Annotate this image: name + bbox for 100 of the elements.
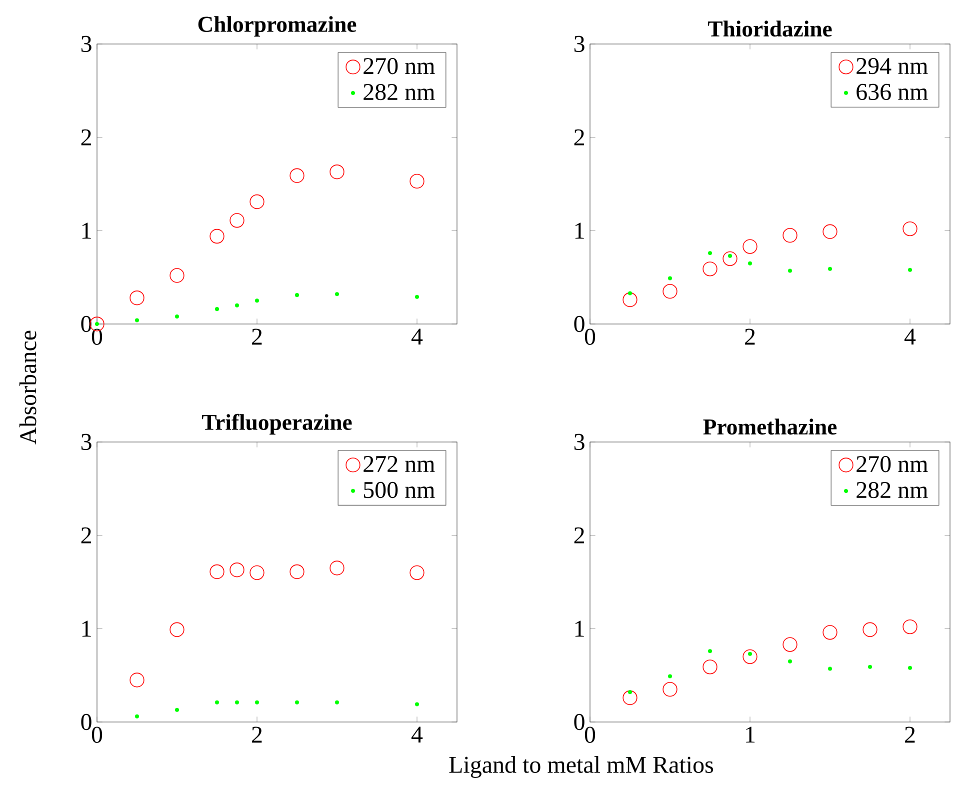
point [622,690,638,706]
point [622,292,638,308]
point [170,622,184,637]
point [822,625,838,640]
x-tick-label: 2 [252,328,262,345]
point [295,293,300,298]
point [782,228,798,243]
point [410,565,424,580]
y-tick-label: 3 [81,36,92,52]
legend-label: 282 nm [364,84,435,100]
point [235,303,240,308]
x-tick-label: 4 [904,328,916,345]
point [902,619,918,634]
y-tick-label: 0 [574,714,584,730]
point [862,622,878,637]
point [234,700,239,704]
y-tick-label: 3 [574,434,584,450]
point [335,700,340,704]
point [294,700,299,704]
y-tick-label: 1 [575,620,584,637]
point [130,290,144,306]
legend-label: 636 nm [856,84,928,100]
point [702,660,718,674]
point [828,666,832,671]
y-tick-label: 2 [574,129,584,146]
point [330,560,344,576]
point [728,254,732,258]
x-tick-label: 4 [411,328,423,345]
y-tick-label: 2 [81,527,91,544]
y-tick-label: 1 [575,222,584,239]
y-tick-label: 2 [574,527,584,544]
x-tick-label: 1 [746,726,755,743]
point [788,659,792,664]
point [662,284,678,299]
point [828,266,832,271]
legend-label: 500 nm [364,482,435,498]
point [210,228,224,244]
point [708,649,712,654]
point [414,294,419,299]
y-tick-label: 2 [81,129,91,146]
point [908,666,912,670]
point [335,292,340,296]
point [134,318,140,322]
point [722,251,738,266]
point [628,291,632,296]
x-tick-label: 2 [905,726,915,743]
point [230,213,244,228]
y-tick-label: 0 [81,714,92,730]
legend-label: 270 nm [364,58,435,74]
point [748,261,752,266]
chart-title: Trifluoperazine [202,414,352,435]
point [134,714,140,718]
point [215,307,220,312]
point [330,164,344,180]
y-axis-title: Absorbance [19,330,36,444]
point [414,702,419,706]
point [742,239,758,254]
point [788,268,792,273]
point [782,637,798,652]
point [908,268,912,272]
point [410,174,424,189]
point [210,564,224,580]
y-tick-label: 1 [82,620,91,637]
point [742,649,758,664]
chart-title: Chlorpromazine [198,16,356,37]
point [702,262,718,276]
point [130,672,144,688]
y-tick-label: 3 [574,36,584,52]
point [174,708,180,712]
y-tick-label: 3 [81,434,92,450]
point [662,682,678,697]
legend-label: 272 nm [364,456,435,472]
point [628,690,632,694]
point [254,700,260,704]
y-tick-label: 1 [82,222,91,239]
point [290,564,304,580]
point [902,221,918,236]
chart-title: Thioridazine [708,20,832,37]
x-tick-label: 4 [411,726,423,743]
point [254,298,260,303]
point [170,268,184,283]
legend-label: 270 nm [856,456,928,472]
point [250,194,264,210]
point [668,276,672,280]
chart-title: Promethazine [703,418,837,435]
point [290,168,304,183]
legend-label: 294 nm [856,58,928,74]
point [668,674,672,678]
point [748,652,752,656]
point [868,664,872,669]
x-tick-label: 2 [252,726,262,743]
point [822,224,838,239]
point [215,700,220,704]
x-axis-title: Ligand to metal mM Ratios [449,756,714,778]
point [708,251,712,256]
point [250,565,264,580]
y-tick-label: 0 [574,316,584,332]
point [175,314,180,319]
legend-label: 282 nm [856,482,928,498]
point [230,562,244,578]
